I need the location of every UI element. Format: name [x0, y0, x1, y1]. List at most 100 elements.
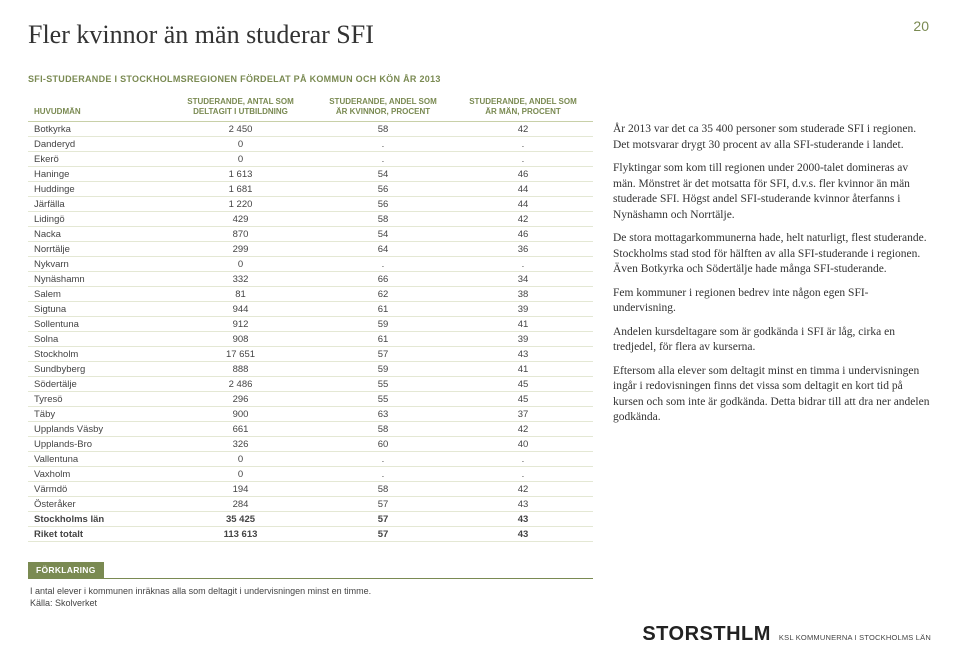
table-cell: 41 — [453, 317, 593, 332]
table-cell: 1 681 — [168, 182, 313, 197]
table-cell: 37 — [453, 407, 593, 422]
table-cell: 17 651 — [168, 347, 313, 362]
table-cell: Upplands Väsby — [28, 422, 168, 437]
table-row: Tyresö2965545 — [28, 392, 593, 407]
table-cell: 46 — [453, 167, 593, 182]
table-cell: 900 — [168, 407, 313, 422]
table-cell: Lidingö — [28, 212, 168, 227]
table-cell: 62 — [313, 287, 453, 302]
table-cell: 0 — [168, 137, 313, 152]
table-cell: 912 — [168, 317, 313, 332]
table-cell: Ekerö — [28, 152, 168, 167]
brand: STORSTHLM KSL KOMMUNERNA I STOCKHOLMS LÄ… — [642, 623, 931, 646]
table-cell: Danderyd — [28, 137, 168, 152]
table-subtitle: SFI-STUDERANDE I STOCKHOLMSREGIONEN FÖRD… — [28, 74, 931, 84]
table-cell: 59 — [313, 362, 453, 377]
aside-p5: Andelen kursdeltagare som är godkända i … — [613, 325, 931, 356]
table-row: Nykvarn0.. — [28, 257, 593, 272]
table-cell: 54 — [313, 227, 453, 242]
col-header-3: STUDERANDE, ANDEL SOMÄR MÄN, PROCENT — [453, 94, 593, 122]
table-row: Norrtälje2996436 — [28, 242, 593, 257]
table-cell: 59 — [313, 317, 453, 332]
table-cell: 42 — [453, 212, 593, 227]
table-row: Salem816238 — [28, 287, 593, 302]
table-cell: . — [313, 137, 453, 152]
table-cell: 63 — [313, 407, 453, 422]
table-cell: 56 — [313, 182, 453, 197]
footer-line-2: Källa: Skolverket — [30, 597, 591, 609]
table-cell: 43 — [453, 527, 593, 542]
table-cell: 0 — [168, 257, 313, 272]
table-row: Solna9086139 — [28, 332, 593, 347]
table-cell: Nynäshamn — [28, 272, 168, 287]
table-cell: 54 — [313, 167, 453, 182]
table-cell: 56 — [313, 197, 453, 212]
table-cell: 57 — [313, 497, 453, 512]
page-number: 20 — [913, 18, 929, 34]
table-cell: Värmdö — [28, 482, 168, 497]
footer-box: FÖRKLARING I antal elever i kommunen inr… — [28, 560, 593, 609]
table-cell: 58 — [313, 482, 453, 497]
table-cell: 1 220 — [168, 197, 313, 212]
table-cell: 55 — [313, 392, 453, 407]
table-cell: 2 486 — [168, 377, 313, 392]
table-cell: Huddinge — [28, 182, 168, 197]
table-cell: 41 — [453, 362, 593, 377]
table-row: Vaxholm0.. — [28, 467, 593, 482]
table-cell: Österåker — [28, 497, 168, 512]
aside-p1: År 2013 var det ca 35 400 personer som s… — [613, 122, 931, 153]
table-row: Upplands Väsby6615842 — [28, 422, 593, 437]
footer-label: FÖRKLARING — [28, 562, 104, 578]
table-cell: . — [313, 467, 453, 482]
table-cell: 34 — [453, 272, 593, 287]
table-cell: 57 — [313, 347, 453, 362]
table-cell: . — [453, 452, 593, 467]
page-title: Fler kvinnor än män studerar SFI — [28, 20, 931, 50]
table-cell: 39 — [453, 332, 593, 347]
table-cell: 60 — [313, 437, 453, 452]
aside-p6: Eftersom alla elever som deltagit minst … — [613, 364, 931, 426]
table-cell: Södertälje — [28, 377, 168, 392]
table-cell: 944 — [168, 302, 313, 317]
table-cell: Järfälla — [28, 197, 168, 212]
table-cell: 55 — [313, 377, 453, 392]
col-header-1: STUDERANDE, ANTAL SOMDELTAGIT I UTBILDNI… — [168, 94, 313, 122]
table-cell: 284 — [168, 497, 313, 512]
footer-text: I antal elever i kommunen inräknas alla … — [28, 578, 593, 609]
table-cell: 42 — [453, 422, 593, 437]
table-cell: Haninge — [28, 167, 168, 182]
table-cell: 61 — [313, 302, 453, 317]
table-cell: 888 — [168, 362, 313, 377]
table-row: Riket totalt113 6135743 — [28, 527, 593, 542]
table-cell: 113 613 — [168, 527, 313, 542]
col-header-0: HUVUDMÄN — [28, 94, 168, 122]
table-row: Täby9006337 — [28, 407, 593, 422]
table-row: Haninge1 6135446 — [28, 167, 593, 182]
table-cell: 44 — [453, 182, 593, 197]
table-cell: 43 — [453, 512, 593, 527]
table-cell: 44 — [453, 197, 593, 212]
table-cell: Tyresö — [28, 392, 168, 407]
table-cell: 0 — [168, 152, 313, 167]
table-body: Botkyrka2 4505842Danderyd0..Ekerö0..Hani… — [28, 122, 593, 542]
table-row: Stockholms län35 4255743 — [28, 512, 593, 527]
table-cell: 2 450 — [168, 122, 313, 137]
table-row: Sigtuna9446139 — [28, 302, 593, 317]
table-cell: Stockholm — [28, 347, 168, 362]
table-row: Järfälla1 2205644 — [28, 197, 593, 212]
table-cell: 429 — [168, 212, 313, 227]
table-cell: 58 — [313, 122, 453, 137]
table-cell: Riket totalt — [28, 527, 168, 542]
table-container: HUVUDMÄN STUDERANDE, ANTAL SOMDELTAGIT I… — [28, 94, 593, 542]
table-cell: 46 — [453, 227, 593, 242]
table-cell: 0 — [168, 467, 313, 482]
aside-p2: Flyktingar som kom till regionen under 2… — [613, 161, 931, 223]
table-cell: Täby — [28, 407, 168, 422]
table-cell: 64 — [313, 242, 453, 257]
aside-p4: Fem kommuner i regionen bedrev inte någo… — [613, 286, 931, 317]
table-cell: Solna — [28, 332, 168, 347]
content-row: HUVUDMÄN STUDERANDE, ANTAL SOMDELTAGIT I… — [28, 94, 931, 542]
table-cell: 66 — [313, 272, 453, 287]
table-row: Nynäshamn3326634 — [28, 272, 593, 287]
table-cell: 326 — [168, 437, 313, 452]
